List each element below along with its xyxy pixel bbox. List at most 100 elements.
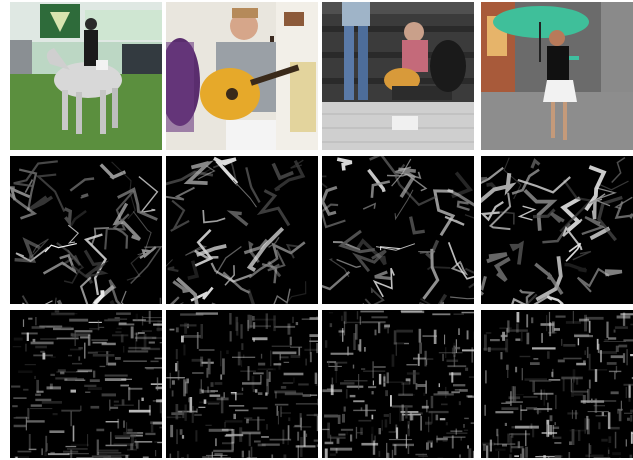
feature-dot [154,357,162,360]
feature-dot [430,442,433,448]
feature-dot [441,403,448,406]
feature-dot [485,332,492,334]
feature-dot [616,315,631,319]
feature-dot [515,425,539,429]
feature-dot [35,398,52,402]
feature-dot [447,365,467,368]
feature-dot [418,455,428,457]
feature-dot [61,409,81,412]
feature-dot [444,334,446,345]
feature-stroke [362,202,377,210]
feature-stroke [130,245,162,285]
feature-dot [546,424,548,438]
feature-dot [433,329,437,344]
feature-dot [622,353,626,363]
feature-dot [383,376,386,387]
feature-stroke [28,195,54,211]
feature-dot [500,352,503,360]
feature-dot [295,403,318,405]
feature-dot [96,449,119,452]
feature-dot [493,443,516,445]
feature-dot [520,404,522,421]
feature-dot [545,393,548,401]
feature-dot [252,389,256,393]
feature-dot [526,332,530,345]
feature-dot [148,341,155,344]
feature-dot [526,407,538,410]
feature-dot [438,352,463,354]
feature-dot [273,363,282,366]
feature-stroke [215,245,242,275]
feature-dot [520,409,528,411]
feature-dot [349,394,356,398]
feature-stroke [246,289,255,304]
feature-dot [70,411,72,427]
feature-dot [426,358,428,365]
feature-dot [588,369,608,371]
feature-dot [13,456,29,458]
feature-dot [175,363,178,372]
feature-dot [615,345,619,352]
feature-dot [231,429,235,444]
feature-dot [41,448,43,456]
feature-stroke [464,267,474,289]
feature-dot [214,382,223,385]
feature-dot [253,372,264,375]
feature-map-coarse-4 [481,156,633,304]
feature-dot [596,338,599,350]
feature-dot [200,379,202,392]
feature-dot [181,335,184,343]
feature-dot [27,408,30,420]
feature-dot [67,448,88,450]
feature-dot [485,370,487,384]
feature-stroke [418,251,436,254]
feature-dot [455,346,461,350]
feature-dot [255,389,258,393]
feature-dot [40,338,59,340]
feature-dot [548,311,551,327]
feature-dot [606,321,609,338]
feature-stroke [267,260,282,278]
feature-dot [248,450,251,458]
feature-dot [267,368,276,371]
feature-dot [247,366,250,381]
feature-dot [533,408,553,411]
feature-stroke [222,271,251,294]
feature-dot [603,341,626,342]
feature-dot [496,428,499,437]
feature-dot [299,413,302,426]
feature-dot [260,353,263,359]
feature-dot [250,446,253,457]
feature-dot [115,331,122,334]
feature-stroke [584,165,607,212]
feature-dot [229,331,232,342]
feature-dot [405,405,408,419]
feature-dot [12,405,18,408]
feature-dot [44,450,47,456]
feature-dot [246,457,258,458]
feature-dot [425,380,427,394]
feature-dot [588,379,591,389]
feature-dot [282,382,294,384]
feature-dot [610,391,619,395]
feature-stroke [511,168,540,195]
feature-stroke [232,179,257,208]
feature-dot [625,386,627,399]
feature-stroke [246,227,285,272]
feature-dot [585,316,604,320]
feature-dot [453,384,466,387]
feature-stroke [167,266,179,273]
feature-stroke [332,241,361,251]
feature-dot [115,357,121,360]
feature-stroke [271,162,294,181]
feature-stroke [24,179,34,193]
feature-dot [274,390,297,394]
feature-dot [563,357,582,360]
feature-stroke [109,299,115,304]
feature-dot [184,381,188,394]
feature-dot [561,376,583,380]
feature-dot [427,440,433,444]
feature-dot [614,431,617,449]
feature-dot [105,421,119,423]
feature-dot [487,347,491,352]
